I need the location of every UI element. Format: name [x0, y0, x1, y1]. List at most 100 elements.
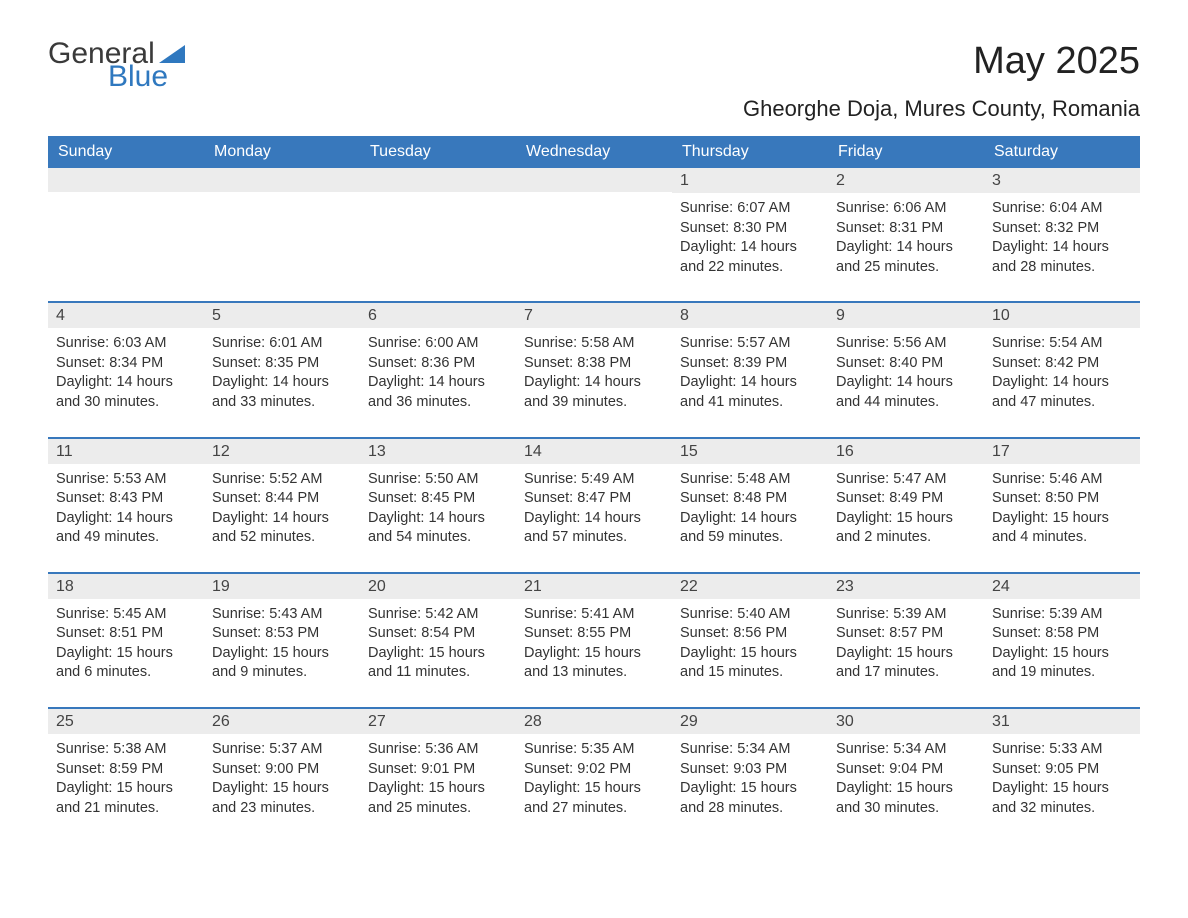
sunrise-line: Sunrise: 5:35 AM [524, 740, 664, 760]
daylight-line: Daylight: 15 hours and 21 minutes. [56, 779, 196, 818]
day-cell: 14Sunrise: 5:49 AMSunset: 8:47 PMDayligh… [516, 439, 672, 558]
day-details: Sunrise: 5:43 AMSunset: 8:53 PMDaylight:… [204, 599, 360, 693]
daylight-line: Daylight: 15 hours and 15 minutes. [680, 644, 820, 683]
empty-day [204, 192, 360, 284]
date-number: 19 [204, 574, 360, 599]
sunrise-line: Sunrise: 5:33 AM [992, 740, 1132, 760]
sunrise-line: Sunrise: 5:45 AM [56, 605, 196, 625]
sunset-line: Sunset: 8:40 PM [836, 354, 976, 374]
empty-date-band [360, 168, 516, 192]
sunset-line: Sunset: 8:44 PM [212, 489, 352, 509]
sunrise-line: Sunrise: 5:43 AM [212, 605, 352, 625]
daylight-line: Daylight: 15 hours and 9 minutes. [212, 644, 352, 683]
date-number: 14 [516, 439, 672, 464]
daylight-line: Daylight: 14 hours and 41 minutes. [680, 373, 820, 412]
sunset-line: Sunset: 8:38 PM [524, 354, 664, 374]
day-cell: 7Sunrise: 5:58 AMSunset: 8:38 PMDaylight… [516, 303, 672, 422]
dow-cell: Thursday [672, 136, 828, 168]
daylight-line: Daylight: 14 hours and 25 minutes. [836, 238, 976, 277]
day-cell [48, 168, 204, 287]
sunset-line: Sunset: 8:54 PM [368, 624, 508, 644]
sunrise-line: Sunrise: 5:53 AM [56, 470, 196, 490]
date-number: 18 [48, 574, 204, 599]
day-details: Sunrise: 5:49 AMSunset: 8:47 PMDaylight:… [516, 464, 672, 558]
page-header: General Blue May 2025 [48, 40, 1140, 90]
day-details: Sunrise: 5:45 AMSunset: 8:51 PMDaylight:… [48, 599, 204, 693]
daylight-line: Daylight: 14 hours and 36 minutes. [368, 373, 508, 412]
date-number: 15 [672, 439, 828, 464]
date-number: 5 [204, 303, 360, 328]
sunrise-line: Sunrise: 5:41 AM [524, 605, 664, 625]
day-details: Sunrise: 6:06 AMSunset: 8:31 PMDaylight:… [828, 193, 984, 287]
sunset-line: Sunset: 8:58 PM [992, 624, 1132, 644]
date-number: 17 [984, 439, 1140, 464]
day-details: Sunrise: 5:33 AMSunset: 9:05 PMDaylight:… [984, 734, 1140, 828]
day-details: Sunrise: 5:36 AMSunset: 9:01 PMDaylight:… [360, 734, 516, 828]
day-cell: 20Sunrise: 5:42 AMSunset: 8:54 PMDayligh… [360, 574, 516, 693]
date-number: 31 [984, 709, 1140, 734]
day-cell: 21Sunrise: 5:41 AMSunset: 8:55 PMDayligh… [516, 574, 672, 693]
sunset-line: Sunset: 8:31 PM [836, 219, 976, 239]
day-cell [516, 168, 672, 287]
sunrise-line: Sunrise: 6:07 AM [680, 199, 820, 219]
sunrise-line: Sunrise: 5:39 AM [992, 605, 1132, 625]
page-title: May 2025 [973, 40, 1140, 83]
day-details: Sunrise: 5:47 AMSunset: 8:49 PMDaylight:… [828, 464, 984, 558]
daylight-line: Daylight: 15 hours and 2 minutes. [836, 509, 976, 548]
day-details: Sunrise: 6:01 AMSunset: 8:35 PMDaylight:… [204, 328, 360, 422]
daylight-line: Daylight: 14 hours and 54 minutes. [368, 509, 508, 548]
sunset-line: Sunset: 8:30 PM [680, 219, 820, 239]
sunset-line: Sunset: 8:47 PM [524, 489, 664, 509]
sunrise-line: Sunrise: 5:50 AM [368, 470, 508, 490]
day-cell: 11Sunrise: 5:53 AMSunset: 8:43 PMDayligh… [48, 439, 204, 558]
day-details: Sunrise: 5:50 AMSunset: 8:45 PMDaylight:… [360, 464, 516, 558]
date-number: 24 [984, 574, 1140, 599]
day-cell: 30Sunrise: 5:34 AMSunset: 9:04 PMDayligh… [828, 709, 984, 828]
day-details: Sunrise: 5:34 AMSunset: 9:03 PMDaylight:… [672, 734, 828, 828]
date-number: 4 [48, 303, 204, 328]
sunset-line: Sunset: 8:51 PM [56, 624, 196, 644]
dow-cell: Monday [204, 136, 360, 168]
day-details: Sunrise: 5:35 AMSunset: 9:02 PMDaylight:… [516, 734, 672, 828]
date-number: 20 [360, 574, 516, 599]
day-cell: 18Sunrise: 5:45 AMSunset: 8:51 PMDayligh… [48, 574, 204, 693]
sunset-line: Sunset: 8:59 PM [56, 760, 196, 780]
daylight-line: Daylight: 15 hours and 4 minutes. [992, 509, 1132, 548]
sunrise-line: Sunrise: 6:01 AM [212, 334, 352, 354]
dow-cell: Wednesday [516, 136, 672, 168]
day-details: Sunrise: 5:42 AMSunset: 8:54 PMDaylight:… [360, 599, 516, 693]
day-cell: 23Sunrise: 5:39 AMSunset: 8:57 PMDayligh… [828, 574, 984, 693]
day-details: Sunrise: 5:56 AMSunset: 8:40 PMDaylight:… [828, 328, 984, 422]
date-number: 7 [516, 303, 672, 328]
daylight-line: Daylight: 14 hours and 59 minutes. [680, 509, 820, 548]
day-details: Sunrise: 5:37 AMSunset: 9:00 PMDaylight:… [204, 734, 360, 828]
daylight-line: Daylight: 15 hours and 27 minutes. [524, 779, 664, 818]
date-number: 30 [828, 709, 984, 734]
dow-cell: Friday [828, 136, 984, 168]
daylight-line: Daylight: 14 hours and 49 minutes. [56, 509, 196, 548]
date-number: 12 [204, 439, 360, 464]
day-cell: 25Sunrise: 5:38 AMSunset: 8:59 PMDayligh… [48, 709, 204, 828]
day-details: Sunrise: 5:40 AMSunset: 8:56 PMDaylight:… [672, 599, 828, 693]
day-details: Sunrise: 5:38 AMSunset: 8:59 PMDaylight:… [48, 734, 204, 828]
day-details: Sunrise: 5:53 AMSunset: 8:43 PMDaylight:… [48, 464, 204, 558]
week-row: 4Sunrise: 6:03 AMSunset: 8:34 PMDaylight… [48, 301, 1140, 422]
sunset-line: Sunset: 9:00 PM [212, 760, 352, 780]
date-number: 6 [360, 303, 516, 328]
sunset-line: Sunset: 9:01 PM [368, 760, 508, 780]
daylight-line: Daylight: 15 hours and 30 minutes. [836, 779, 976, 818]
daylight-line: Daylight: 15 hours and 13 minutes. [524, 644, 664, 683]
sunset-line: Sunset: 8:57 PM [836, 624, 976, 644]
sunrise-line: Sunrise: 6:06 AM [836, 199, 976, 219]
day-details: Sunrise: 5:57 AMSunset: 8:39 PMDaylight:… [672, 328, 828, 422]
empty-date-band [204, 168, 360, 192]
daylight-line: Daylight: 15 hours and 23 minutes. [212, 779, 352, 818]
sunset-line: Sunset: 8:42 PM [992, 354, 1132, 374]
day-details: Sunrise: 5:52 AMSunset: 8:44 PMDaylight:… [204, 464, 360, 558]
sunrise-line: Sunrise: 5:52 AM [212, 470, 352, 490]
daylight-line: Daylight: 14 hours and 47 minutes. [992, 373, 1132, 412]
day-cell: 28Sunrise: 5:35 AMSunset: 9:02 PMDayligh… [516, 709, 672, 828]
day-cell: 17Sunrise: 5:46 AMSunset: 8:50 PMDayligh… [984, 439, 1140, 558]
sunrise-line: Sunrise: 5:57 AM [680, 334, 820, 354]
sunrise-line: Sunrise: 5:48 AM [680, 470, 820, 490]
